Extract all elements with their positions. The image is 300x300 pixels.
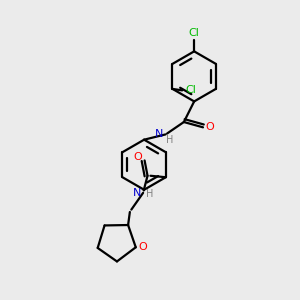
Text: O: O [134,152,142,162]
Text: H: H [146,189,153,199]
Text: N: N [155,129,163,139]
Text: H: H [166,135,174,145]
Text: Cl: Cl [189,28,200,38]
Text: N: N [132,188,141,198]
Text: O: O [205,122,214,132]
Text: Cl: Cl [185,85,196,95]
Text: O: O [139,242,148,252]
